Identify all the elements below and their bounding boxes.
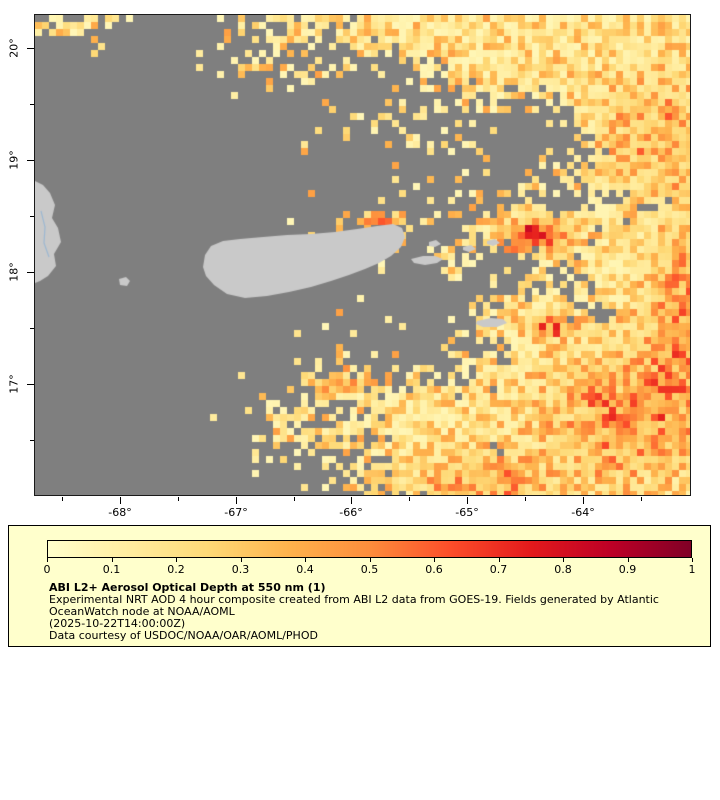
lon-tick-label: -65° [455,506,479,519]
lon-minor-tick [525,497,526,501]
colorbar-tick-label: 0.6 [425,563,443,576]
lat-major-tick [27,48,34,49]
colorbar-tick-label: 0.3 [231,563,250,576]
legend-credit: Data courtesy of USDOC/NOAA/OAR/AOML/PHO… [49,629,318,642]
colorbar-tick [305,558,306,562]
lon-major-tick [583,497,584,504]
colorbar-tick-label: 0.1 [102,563,121,576]
lat-tick-label: 17° [7,374,21,394]
legend-description-line2: OceanWatch node at NOAA/AOML [49,605,235,618]
colorbar-tick [369,558,371,562]
lon-tick-label: -66° [339,506,363,519]
colorbar-tick-label: 0.8 [554,563,572,576]
legend-timestamp: (2025-10-22T14:00:00Z) [49,617,186,630]
lat-major-tick [27,160,34,161]
lon-minor-tick [641,497,642,501]
legend-text-block: ABI L2+ Aerosol Optical Depth at 550 nm … [49,582,659,642]
colorbar-gradient [47,540,692,558]
lon-minor-tick [178,497,179,501]
colorbar-tick [176,558,177,562]
legend-panel: 0 0.1 0.2 0.3 0.4 0.5 0.6 0.7 0.8 0.9 1 ABI L2+ Ae… [8,525,711,647]
lon-major-tick [351,497,352,504]
lon-tick-label: -67° [224,506,248,519]
colorbar-tick [692,558,693,562]
colorbar-tick [47,558,48,562]
colorbar-tick [627,558,629,562]
colorbar-tick-label: 0.9 [618,563,637,576]
colorbar-tick-label: 1 [688,563,696,576]
colorbar-tick-label: 0.4 [296,563,314,576]
lon-major-tick [236,497,237,504]
colorbar-tick [563,558,564,562]
aod-raster-canvas [35,15,690,495]
legend-title: ABI L2+ Aerosol Optical Depth at 550 nm … [49,581,326,594]
lat-major-tick [27,272,34,273]
lon-major-tick [467,497,468,504]
map-frame [34,14,691,496]
lon-minor-tick [294,497,295,501]
colorbar-tick [111,558,113,562]
lon-minor-tick [62,497,63,501]
colorbar-tick-label: 0.7 [489,563,508,576]
legend-description-line1: Experimental NRT AOD 4 hour composite cr… [49,593,659,606]
lat-minor-tick [30,104,34,105]
lat-minor-tick [30,216,34,217]
lon-tick-label: -68° [108,506,132,519]
colorbar-tick-label: 0.2 [167,563,185,576]
lat-tick-label: 20° [7,38,21,58]
lat-tick-label: 18° [7,262,21,282]
colorbar-tick [434,558,435,562]
lon-major-tick [120,497,121,504]
lat-minor-tick [30,328,34,329]
lon-tick-label: -64° [571,506,595,519]
colorbar-tick-label: 0.5 [360,563,379,576]
colorbar-tick [240,558,242,562]
lat-major-tick [27,384,34,385]
lon-minor-tick [409,497,410,501]
lat-minor-tick [30,440,34,441]
lat-tick-label: 19° [7,150,21,170]
colorbar-tick [498,558,500,562]
colorbar-tick-label: 0 [43,563,51,576]
